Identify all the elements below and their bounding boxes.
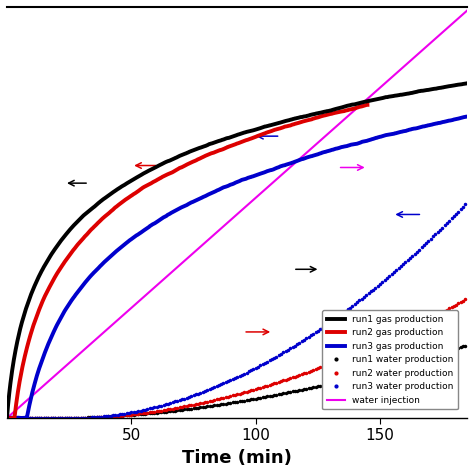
Legend: run1 gas production, run2 gas production, run3 gas production, run1 water produc: run1 gas production, run2 gas production… [322,310,458,410]
X-axis label: Time (min): Time (min) [182,449,292,467]
